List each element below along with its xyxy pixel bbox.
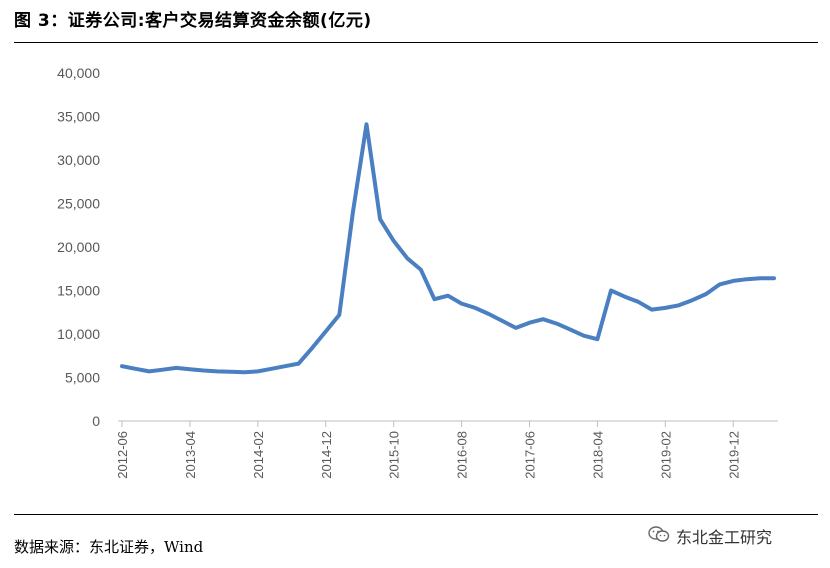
x-tick-label: 2018-04 [590, 431, 605, 479]
footer-divider [14, 514, 818, 515]
x-tick-label: 2019-02 [658, 431, 673, 479]
y-tick-label: 35,000 [57, 109, 100, 125]
x-tick-label: 2014-02 [251, 431, 266, 479]
x-tick-label: 2015-10 [387, 431, 402, 479]
y-tick-label: 15,000 [57, 283, 100, 299]
chart-title: 图 3：证券公司:客户交易结算资金余额(亿元) [14, 11, 372, 31]
y-tick-label: 20,000 [57, 239, 100, 255]
series-line [120, 122, 776, 375]
x-tick-label: 2012-06 [115, 431, 130, 479]
x-tick-label: 2014-12 [319, 431, 334, 479]
y-tick-label: 30,000 [57, 152, 100, 168]
line-chart: 0 5,000 10,000 15,000 20,000 25,000 30,000 35,0… [57, 65, 778, 479]
y-tick-label: 10,000 [57, 326, 100, 342]
title-divider [14, 42, 818, 43]
y-tick-label: 25,000 [57, 196, 100, 212]
source-note: 数据来源：东北证券，Wind [14, 538, 204, 556]
y-tick-label: 40,000 [57, 65, 100, 81]
wechat-icon [648, 525, 670, 547]
y-tick-label: 5,000 [65, 370, 100, 386]
watermark: 东北金工研究 [648, 524, 772, 548]
y-tick-label: 0 [92, 413, 100, 429]
x-tick-label: 2013-04 [183, 431, 198, 479]
watermark-text: 东北金工研究 [676, 528, 773, 547]
x-tick-label: 2019-12 [726, 431, 741, 479]
x-tick-label: 2016-08 [455, 431, 470, 479]
x-tick-label: 2017-06 [523, 431, 538, 479]
